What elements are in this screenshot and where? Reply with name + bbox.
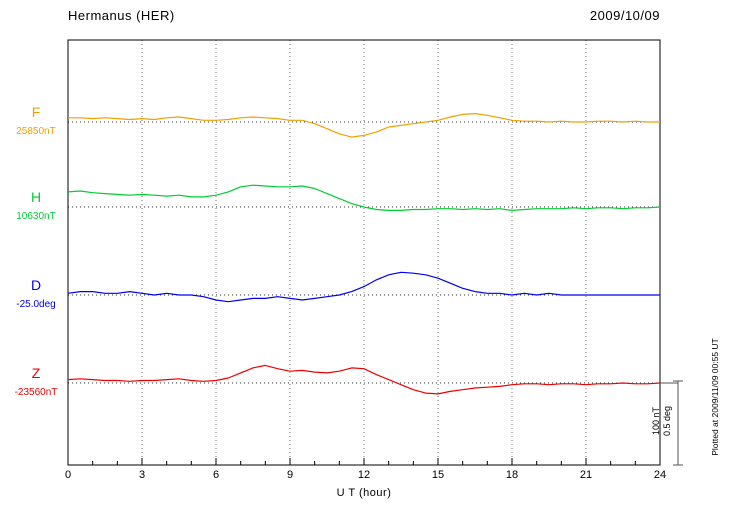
scale-deg-label: 0.5 deg xyxy=(662,405,672,437)
plot-date: 2009/10/09 xyxy=(589,8,660,23)
x-tick-label: 9 xyxy=(286,469,294,481)
scale-nt-label: 100 nT xyxy=(651,406,661,436)
x-tick-label: 6 xyxy=(212,469,220,481)
plotted-at-note: Plotted at 2009/11/09 00:55 UT xyxy=(710,338,720,456)
trace-F xyxy=(68,112,660,138)
series-label-H: H xyxy=(30,189,42,205)
trace-H xyxy=(67,184,661,211)
series-label-D: D xyxy=(30,277,42,293)
series-baseline-Z: -23560nT xyxy=(14,387,58,398)
scale-bar-label: 100 nT 0.5 deg xyxy=(651,379,673,463)
x-tick-label: 21 xyxy=(579,469,593,481)
x-tick-label: 3 xyxy=(138,469,146,481)
series-label-F: F xyxy=(31,104,41,120)
x-tick-label: 18 xyxy=(505,469,519,481)
series-label-Z: Z xyxy=(31,365,41,381)
series-baseline-D: -25.0deg xyxy=(16,299,56,310)
series-baseline-H: 10630nT xyxy=(16,211,56,222)
x-axis-label: U T (hour) xyxy=(336,487,392,499)
station-title: Hermanus (HER) xyxy=(68,8,175,23)
x-tick-label: 15 xyxy=(431,469,445,481)
trace-D xyxy=(67,271,660,303)
x-tick-label: 12 xyxy=(357,469,371,481)
x-tick-label: 24 xyxy=(653,469,667,481)
series-baseline-F: 25850nT xyxy=(16,126,56,137)
x-tick-label: 0 xyxy=(64,469,72,481)
trace-Z xyxy=(67,364,661,395)
